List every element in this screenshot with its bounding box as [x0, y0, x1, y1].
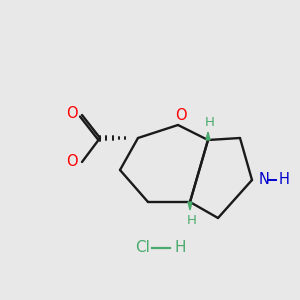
Text: H: H [187, 214, 197, 226]
Text: Cl: Cl [135, 241, 150, 256]
Polygon shape [188, 202, 192, 210]
Text: H: H [279, 172, 290, 188]
Text: N: N [259, 172, 270, 188]
Text: H: H [205, 116, 215, 128]
Text: O: O [66, 154, 78, 169]
Text: O: O [175, 109, 187, 124]
Text: O: O [66, 106, 78, 121]
Text: H: H [174, 241, 185, 256]
Polygon shape [206, 132, 210, 140]
